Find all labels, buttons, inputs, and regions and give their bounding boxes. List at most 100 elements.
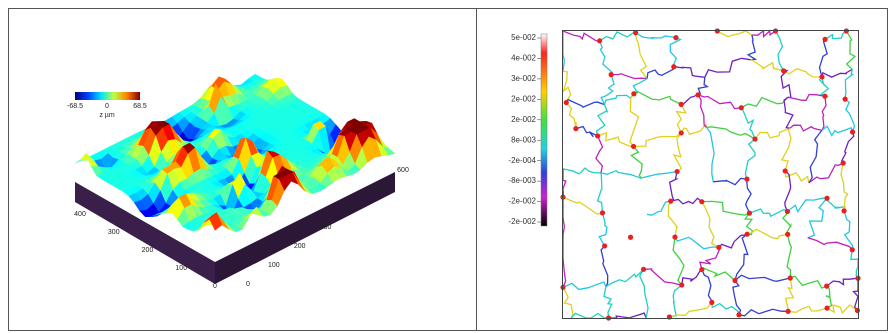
grain-boundary <box>825 197 846 211</box>
grain-boundary <box>669 301 713 318</box>
grain-boundary <box>784 277 795 312</box>
axis-label: 0 <box>213 283 217 290</box>
grain-boundary <box>575 125 598 138</box>
junction <box>849 129 856 135</box>
junction <box>746 210 753 216</box>
junction <box>840 160 846 166</box>
junction <box>784 208 791 215</box>
axis-label: 200 <box>142 247 154 254</box>
junction <box>678 101 684 107</box>
junction <box>630 143 637 150</box>
grain-boundary <box>780 127 792 172</box>
junction <box>732 277 738 284</box>
junction <box>563 99 569 106</box>
grain-boundary <box>746 34 758 61</box>
colorbar-tick-label: 2e-002 <box>511 94 536 103</box>
axis-label: 200 <box>294 243 306 250</box>
junction <box>709 299 715 305</box>
junction <box>819 74 825 80</box>
axis-label: 100 <box>268 262 280 269</box>
junction <box>841 208 847 214</box>
junction <box>699 199 705 205</box>
grain-boundary <box>826 304 858 315</box>
junction <box>595 133 601 139</box>
grain-boundary <box>850 249 859 279</box>
grain-boundary <box>672 237 685 286</box>
grain-boundary <box>716 30 753 38</box>
colorbar-tick-label: -8e-003 <box>508 176 536 185</box>
junction <box>672 234 678 240</box>
grain-boundary <box>734 233 749 281</box>
colorbar-unit: z µm <box>99 112 114 119</box>
junction <box>744 176 750 182</box>
grain-boundary <box>632 78 648 95</box>
grain-boundary <box>754 127 791 140</box>
grain-boundary <box>641 170 678 179</box>
junction <box>854 307 861 314</box>
grain-boundary <box>598 40 613 75</box>
junction <box>602 243 608 249</box>
grain-boundary <box>633 132 682 148</box>
grain-boundary <box>595 135 604 174</box>
grain-boundary <box>570 312 609 319</box>
junction <box>599 210 606 216</box>
surface-plot <box>74 73 396 284</box>
axis-label: 400 <box>345 205 357 212</box>
colorbar-label: -68.5 <box>67 103 83 110</box>
junction <box>673 35 679 41</box>
junction <box>842 96 848 102</box>
junction <box>597 38 603 44</box>
axis-label: 500 <box>371 186 383 193</box>
junction <box>627 234 634 240</box>
grain-boundary <box>562 196 603 215</box>
surface-side <box>75 182 215 284</box>
grain-boundary <box>562 167 601 175</box>
grain-boundary <box>706 126 756 140</box>
grain-boundary <box>635 32 677 40</box>
grain-boundary <box>744 179 752 214</box>
grain-boundary <box>701 200 750 216</box>
grain-boundary <box>634 32 648 79</box>
colorbar-label: 68.5 <box>133 103 147 110</box>
grain-boundary <box>826 277 859 287</box>
junction <box>668 198 674 204</box>
grain-boundary <box>774 30 785 72</box>
grain-boundary <box>598 212 608 247</box>
junction <box>782 168 788 174</box>
junction <box>849 247 855 253</box>
grain-boundary <box>697 94 708 128</box>
grain-boundary <box>646 200 671 216</box>
axis-label: 0 <box>246 281 250 288</box>
colorbar-tick-label: -2e-002 <box>508 197 536 206</box>
grain-boundary <box>562 286 574 319</box>
junction <box>633 30 639 36</box>
grain-boundary <box>750 59 784 72</box>
axis-label: 300 <box>320 224 332 231</box>
grain-boundary <box>605 268 645 288</box>
grain-boundary <box>681 269 703 286</box>
junction <box>679 282 685 288</box>
grain-boundary <box>562 30 600 42</box>
grain-boundary <box>713 177 747 186</box>
grain-boundary <box>630 145 643 179</box>
grain-boundary <box>638 268 649 319</box>
grain-boundary <box>821 96 827 131</box>
grain-boundary <box>787 93 826 101</box>
grain-boundary <box>824 30 847 40</box>
grain-boundary <box>738 308 789 317</box>
grain-boundary <box>697 94 742 110</box>
grain-boundary <box>751 29 776 39</box>
junction <box>824 195 830 201</box>
grain-boundary <box>672 132 683 173</box>
junction <box>736 312 742 318</box>
axis-label: 300 <box>108 229 120 236</box>
grain-boundary <box>718 233 748 249</box>
grain-boundary <box>562 31 566 72</box>
grain-boundary <box>668 171 679 202</box>
junction <box>640 266 647 272</box>
grain-boundary <box>600 245 609 287</box>
grain-boundary <box>807 197 828 239</box>
grain-boundary <box>669 284 683 318</box>
